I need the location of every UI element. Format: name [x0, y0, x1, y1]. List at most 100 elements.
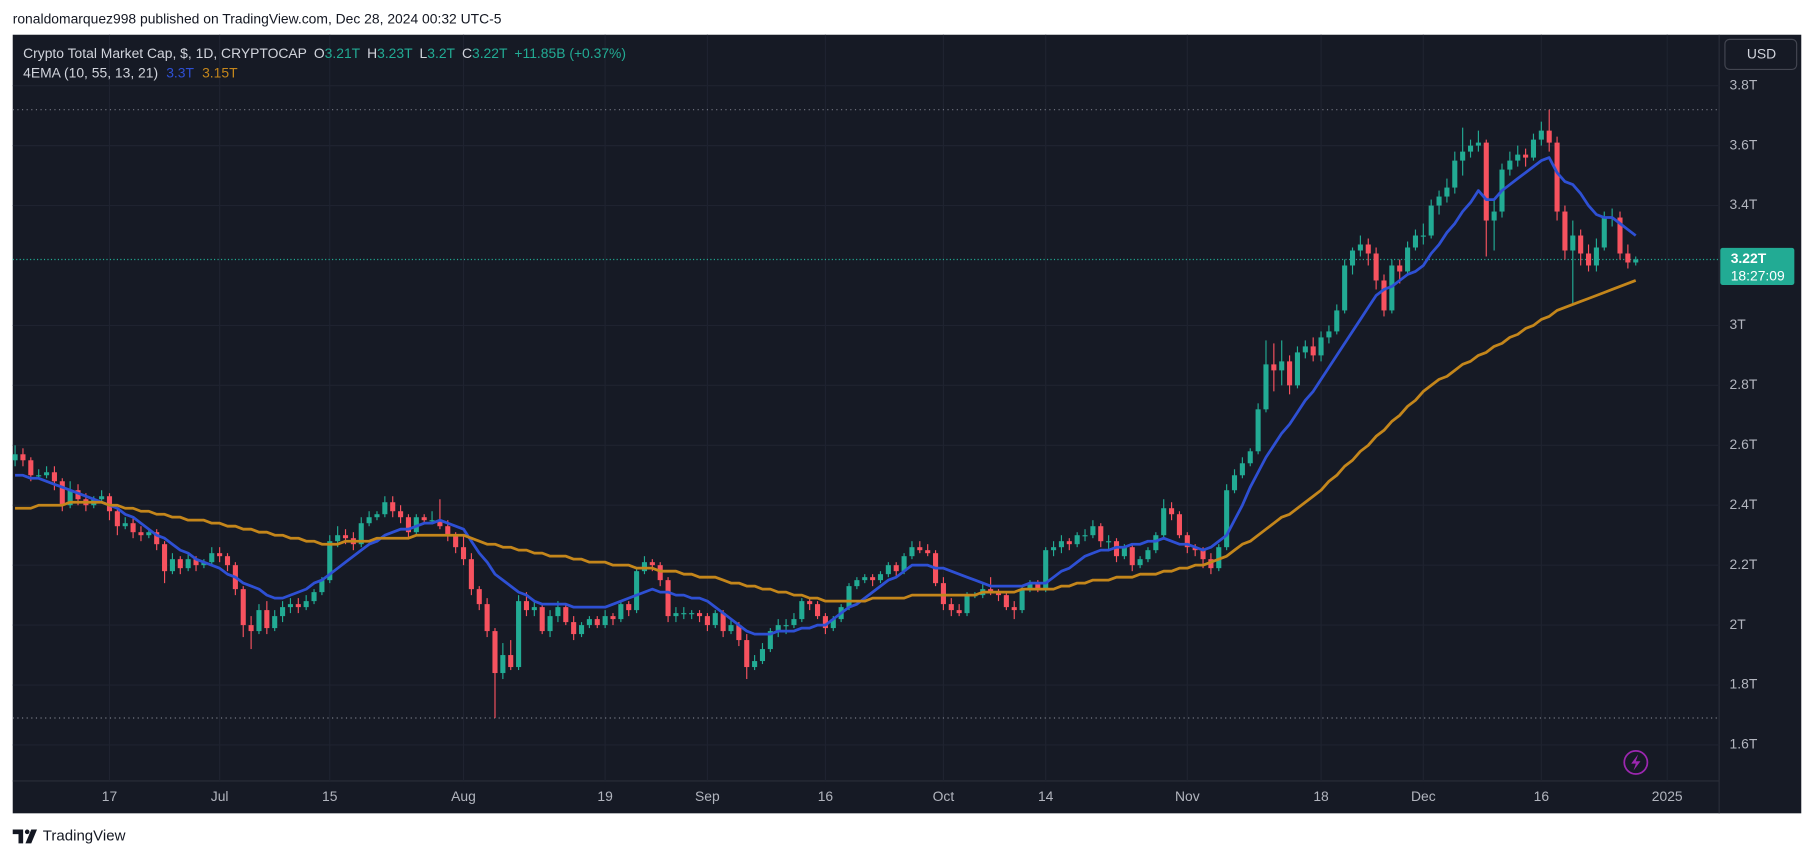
candle-body [272, 616, 278, 629]
candle-body [1530, 139, 1537, 158]
candle-body [1074, 535, 1080, 545]
candle-body [28, 460, 34, 476]
candle-body [1121, 547, 1127, 557]
candle-body [657, 565, 663, 581]
candle-body [712, 613, 718, 626]
x-tick-label: Nov [1175, 788, 1200, 804]
candle-body [429, 520, 435, 522]
legend-key: H [367, 45, 377, 61]
candle-body [1405, 247, 1411, 272]
candle-body [1145, 550, 1151, 560]
candle-body [374, 514, 380, 518]
candle-body [799, 601, 805, 620]
candle-body [925, 550, 931, 554]
candle-body [1019, 589, 1025, 611]
candle-body [948, 604, 954, 611]
candle-body [122, 523, 128, 527]
alert-icon[interactable] [1623, 749, 1649, 775]
candle-body [1058, 541, 1064, 548]
candle-body [12, 454, 18, 461]
legend-value: 3.22T [472, 45, 508, 61]
candle-body [1279, 361, 1285, 371]
candle-body [1389, 265, 1395, 311]
candle-body [162, 544, 168, 572]
candle-body [547, 616, 553, 632]
candle-body [75, 490, 81, 500]
candle-body [744, 640, 750, 668]
candle-body [193, 559, 199, 566]
candle-body [1633, 259, 1639, 263]
candle-body [295, 604, 301, 608]
candle-body [1082, 535, 1088, 537]
candle-body [901, 556, 907, 572]
candle-body [1011, 607, 1017, 611]
candle-body [1098, 526, 1104, 542]
candle-body [1625, 253, 1631, 263]
y-tick-label: 2T [1730, 616, 1747, 632]
legend-value: 3.23T [377, 45, 413, 61]
candle-body [1601, 217, 1607, 248]
candle-body [106, 496, 113, 512]
candle-body [256, 610, 262, 632]
candle-body [1035, 583, 1041, 590]
candle-body [1483, 142, 1489, 221]
candle-body [437, 520, 443, 527]
candle-body [571, 622, 577, 635]
y-tick-label: 2.2T [1730, 556, 1758, 572]
y-tick-label: 3T [1730, 316, 1747, 332]
y-tick-label: 2.4T [1730, 496, 1758, 512]
y-tick-label: 2.8T [1730, 376, 1758, 392]
candle-body [1106, 541, 1112, 543]
candle-body [1090, 526, 1096, 536]
legend-value: 3.21T [325, 45, 361, 61]
candle-body [484, 604, 490, 632]
candle-body [862, 577, 868, 581]
candle-body [405, 517, 411, 533]
candle-body [791, 619, 797, 626]
candle-body [319, 580, 325, 593]
candle-body [1239, 463, 1245, 476]
candle-body [382, 502, 388, 515]
candle-body [1515, 154, 1521, 161]
candle-body [287, 604, 293, 608]
candle-body [995, 592, 1002, 596]
candle-body [217, 553, 223, 557]
candle-body [508, 655, 514, 668]
candle-body [264, 610, 270, 629]
legend-key: L [420, 45, 428, 61]
candle-body [169, 559, 175, 572]
candle-body [704, 616, 710, 626]
candle-body [335, 535, 341, 542]
candle-body [1365, 244, 1371, 254]
candle-body [1184, 535, 1190, 548]
candle-body [767, 631, 773, 650]
candle-body [1153, 535, 1159, 551]
candle-body [311, 592, 317, 602]
candle-body [1129, 547, 1135, 566]
candle-body [1349, 250, 1356, 266]
currency-button[interactable] [1724, 38, 1798, 71]
candle-body [130, 523, 136, 533]
y-tick-label: 1.6T [1730, 736, 1758, 752]
candle-body [500, 655, 506, 674]
candle-body [775, 625, 781, 632]
candle-body [1169, 508, 1175, 515]
footer-logo [12, 829, 38, 844]
candle-body [1436, 196, 1442, 206]
candle-body [815, 604, 821, 617]
x-tick-label: Sep [695, 788, 720, 804]
candle-body [752, 661, 758, 668]
alert-circle [1623, 749, 1649, 775]
x-tick-label: 18 [1313, 788, 1329, 804]
candle-body [673, 613, 679, 617]
candle-body [681, 613, 687, 615]
legend-title: Crypto Total Market Cap, $, 1D, CRYPTOCA… [23, 45, 307, 61]
candle-body [177, 559, 183, 569]
candle-body [224, 556, 231, 566]
candle-body [445, 526, 451, 536]
candle-body [1043, 550, 1049, 590]
candle-body [453, 535, 459, 548]
candle-body [476, 589, 482, 605]
candle-body [1224, 490, 1230, 548]
candle-body [783, 625, 789, 627]
